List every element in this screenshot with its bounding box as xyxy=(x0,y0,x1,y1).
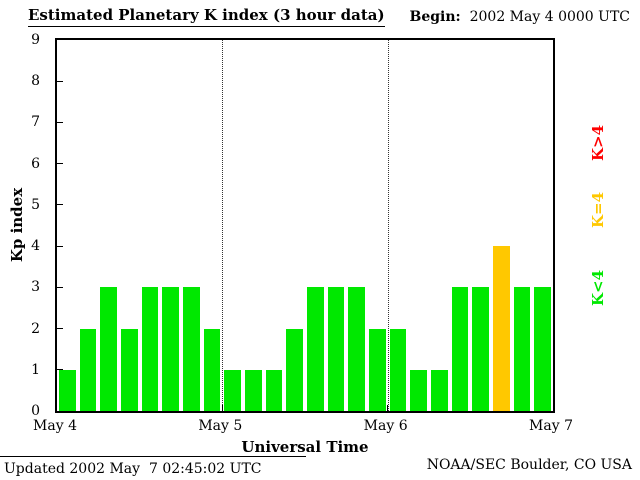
kp-bar xyxy=(431,369,448,411)
kp-bar xyxy=(265,369,283,411)
kp-bar xyxy=(369,328,386,411)
kp-bar xyxy=(410,369,427,411)
day-divider xyxy=(387,40,389,411)
y-tick xyxy=(57,286,63,288)
kp-bar xyxy=(141,287,159,411)
kp-bar xyxy=(203,328,221,411)
kp-bar xyxy=(100,287,117,411)
kp-bar xyxy=(286,328,303,411)
y-tick-label: 5 xyxy=(31,196,40,213)
plot-area xyxy=(55,38,555,413)
legend-k-eq-4-label: K=4 xyxy=(589,191,607,229)
y-tick xyxy=(57,121,63,123)
begin-line: Begin: 2002 May 4 0000 UTC xyxy=(409,9,630,25)
day-divider xyxy=(222,40,224,411)
y-tick xyxy=(57,204,63,206)
y-tick-label: 0 xyxy=(31,403,40,419)
y-tick-label: 3 xyxy=(31,279,40,296)
kp-bar xyxy=(79,328,97,411)
kp-bar xyxy=(327,287,345,411)
x-axis-title: Universal Time xyxy=(241,438,369,456)
y-tick-label: 9 xyxy=(31,32,40,48)
begin-label: Begin: xyxy=(409,9,461,25)
x-tick-label: May 7 xyxy=(529,418,573,434)
kp-bar xyxy=(493,246,510,411)
y-tick-label: 1 xyxy=(31,361,40,378)
x-tick-label: May 4 xyxy=(33,418,77,434)
x-tick xyxy=(387,405,389,411)
kp-bar xyxy=(121,328,138,411)
y-tick-label: 2 xyxy=(31,320,40,337)
source-credit: NOAA/SEC Boulder, CO USA xyxy=(426,457,632,473)
legend-k-lt-4-label: K<4 xyxy=(589,269,607,307)
kp-bar xyxy=(348,287,365,411)
x-tick-label: May 6 xyxy=(363,418,408,434)
kp-bar xyxy=(59,369,76,411)
kp-bar xyxy=(162,287,179,411)
y-tick xyxy=(57,369,63,371)
begin-value: 2002 May 4 0000 UTC xyxy=(469,9,630,25)
y-tick-label: 8 xyxy=(31,73,40,90)
legend-k-gt-4-label: K>4 xyxy=(589,124,607,162)
kp-bar xyxy=(534,287,551,411)
y-tick xyxy=(57,245,63,247)
y-tick xyxy=(57,328,63,330)
y-tick-label: 7 xyxy=(31,114,40,131)
kp-bar xyxy=(183,287,200,411)
y-tick xyxy=(57,163,63,165)
y-tick xyxy=(57,80,63,82)
y-tick-label: 6 xyxy=(31,155,40,172)
kp-bar xyxy=(307,287,324,411)
kp-bar xyxy=(224,369,241,411)
x-tick-label: May 5 xyxy=(198,418,243,434)
kp-bar xyxy=(513,287,531,411)
kp-bar xyxy=(389,328,407,411)
x-axis-tick-labels: May 4 May 5 May 6 May 7 xyxy=(33,418,573,436)
kp-bar xyxy=(451,287,469,411)
updated-timestamp: Updated 2002 May 7 02:45:02 UTC xyxy=(0,456,306,477)
chart-title: Estimated Planetary K index (3 hour data… xyxy=(28,6,385,27)
y-axis-tick-labels: 0 1 2 3 4 5 6 7 8 9 xyxy=(0,32,48,419)
kp-bar xyxy=(245,369,262,411)
y-tick-label: 4 xyxy=(31,238,40,255)
x-tick xyxy=(221,405,223,411)
kp-bar xyxy=(472,287,489,411)
